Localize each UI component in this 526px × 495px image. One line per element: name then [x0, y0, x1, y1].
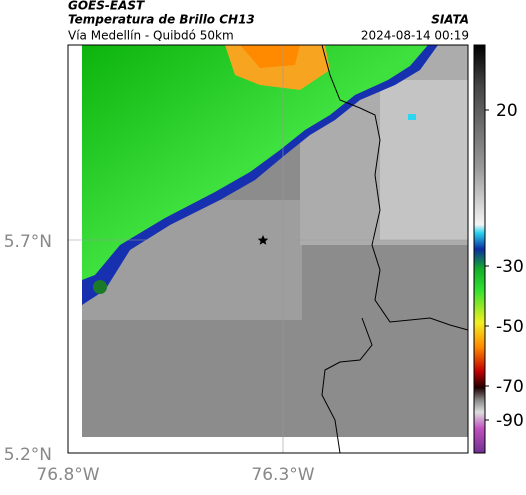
colorbar-tick-label: -30 [496, 257, 524, 277]
header: GOES-EAST Temperatura de Brillo CH13 Vía… [68, 0, 469, 43]
colorbar-tick-label: -70 [496, 377, 524, 397]
subtitle: Vía Medellín - Quibdó 50km [68, 29, 234, 43]
lat-tick-label: 5.7°N [4, 232, 52, 252]
lon-tick-label: 76.3°W [251, 465, 314, 485]
colorbar-ticks: 20 -30 -50 -70 -90 [485, 101, 524, 431]
map [67, 44, 469, 454]
cold-cloud [82, 45, 428, 280]
border [321, 44, 469, 331]
colorbar: 20 -30 -50 -70 -90 [473, 44, 524, 454]
colorbar-tick-label: -50 [496, 317, 524, 337]
cold-core [240, 45, 300, 68]
axis-labels: 5.7°N 5.2°N 76.8°W 76.3°W [4, 232, 315, 485]
source: GOES-EAST [68, 0, 145, 13]
cold-spot [408, 114, 416, 120]
cold-spot [93, 280, 107, 294]
location-marker [257, 235, 269, 245]
title: Temperatura de Brillo CH13 [68, 13, 255, 27]
datetime: 2024-08-14 00:19 [361, 29, 469, 43]
map-frame [67, 44, 469, 454]
agency: SIATA [431, 13, 469, 27]
warm-cloud [380, 80, 468, 240]
border [321, 317, 373, 454]
colorbar-tick-label: 20 [496, 101, 518, 121]
lon-tick-label: 76.8°W [36, 465, 99, 485]
lat-tick-label: 5.2°N [4, 445, 52, 465]
colorbar-tick-label: -90 [496, 411, 524, 431]
colorbar-scale [473, 44, 486, 454]
